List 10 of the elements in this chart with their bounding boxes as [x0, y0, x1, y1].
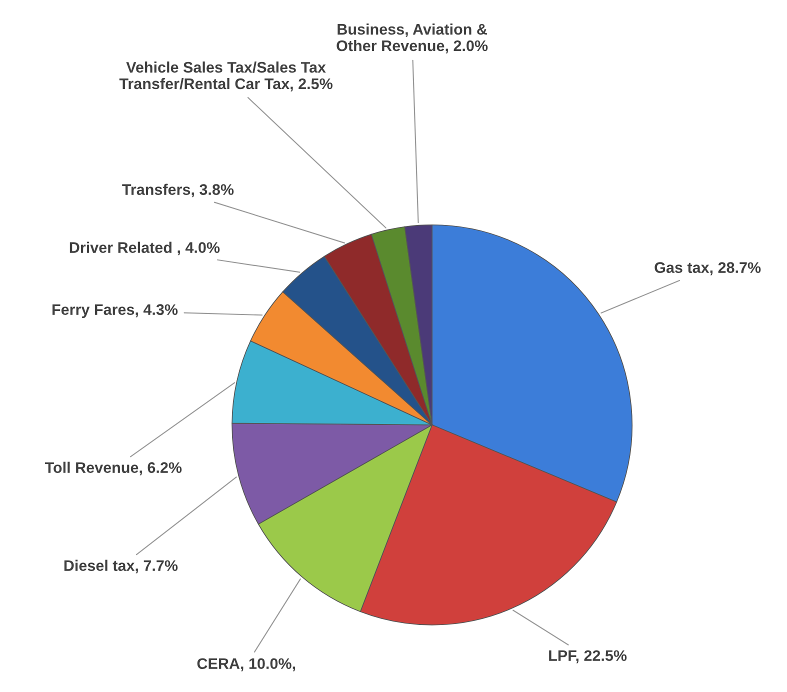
slice-label: LPF, 22.5%	[549, 650, 627, 664]
slice-label: Ferry Fares, 4.3%	[52, 304, 178, 318]
slice-label: CERA, 10.0%,	[197, 658, 296, 672]
slice-label: Toll Revenue, 6.2%	[44, 462, 182, 476]
slice-label: Business, Aviation & Other Revenue, 2.0%	[336, 24, 488, 54]
slice-label: Gas tax, 28.7%	[654, 262, 761, 276]
slice-label: Diesel tax, 7.7%	[64, 560, 178, 574]
slice-label: Driver Related , 4.0%	[70, 242, 220, 256]
slice-label: Transfers, 3.8%	[122, 184, 234, 198]
slice-label: Vehicle Sales Tax/Sales Tax Transfer/Rental Car Tax, 2.5%	[119, 62, 332, 92]
